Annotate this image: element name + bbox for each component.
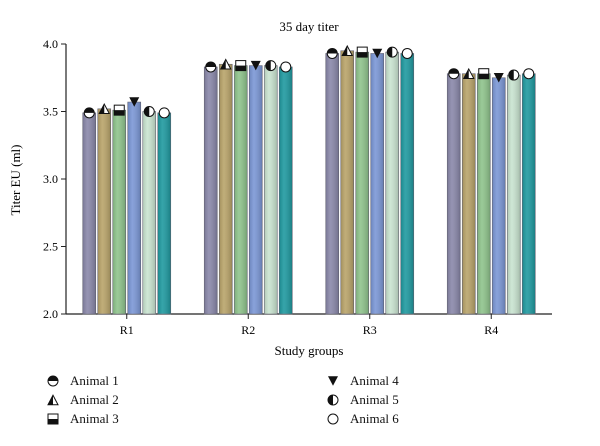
bar-shade xyxy=(82,112,96,314)
bar-shade xyxy=(492,77,506,314)
data-point-marker xyxy=(448,68,460,80)
bar-shade xyxy=(325,53,339,314)
x-tick-label: R4 xyxy=(484,323,498,337)
chart-title: 35 day titer xyxy=(279,19,339,34)
bar-shade xyxy=(264,65,278,314)
x-axis-label: Study groups xyxy=(275,343,344,358)
data-point-marker xyxy=(508,69,520,81)
bar-shade xyxy=(355,52,369,314)
data-point-marker xyxy=(98,102,111,115)
data-point-marker xyxy=(158,107,170,119)
data-point-marker xyxy=(235,60,247,72)
bar-shade xyxy=(234,65,248,314)
data-point-marker xyxy=(493,73,504,83)
bar-shade xyxy=(112,110,126,315)
data-point-marker xyxy=(250,60,261,71)
bar-shade xyxy=(249,65,263,314)
y-axis-label: Titer EU (ml) xyxy=(8,144,23,215)
y-tick-label: 3.0 xyxy=(43,172,58,186)
data-point-marker xyxy=(523,68,535,80)
data-point-marker xyxy=(386,46,398,58)
data-point-marker xyxy=(219,58,232,70)
bar-shade xyxy=(462,73,476,314)
y-tick-label: 2.5 xyxy=(43,240,58,254)
bar-shade xyxy=(477,73,491,314)
y-tick-label: 3.5 xyxy=(43,105,58,119)
x-tick-label: R2 xyxy=(241,323,255,337)
data-point-marker xyxy=(326,47,338,59)
bar-shade xyxy=(400,53,414,314)
bar-shade xyxy=(385,52,399,314)
bar-shade xyxy=(97,108,111,314)
data-point-marker xyxy=(280,61,292,73)
bar-shade xyxy=(507,75,521,314)
data-point-marker xyxy=(129,97,140,107)
data-point-marker xyxy=(265,60,277,72)
y-tick-label: 2.0 xyxy=(43,307,58,321)
bar-shade xyxy=(127,102,141,314)
data-point-marker xyxy=(356,46,368,58)
bar-shade xyxy=(340,50,354,314)
plot-area: 2.0 2.5 3.0 3.5 4.0 R1 R2 R3 R4 xyxy=(43,37,552,337)
bar-shade xyxy=(204,66,218,314)
bar-shade xyxy=(142,111,156,314)
data-point-marker xyxy=(401,47,413,59)
bar-shade xyxy=(279,66,293,314)
data-point-marker xyxy=(462,67,475,79)
data-point-marker xyxy=(143,106,155,117)
y-tick-label: 4.0 xyxy=(43,37,58,51)
data-point-marker xyxy=(205,61,217,73)
bar-shade xyxy=(157,112,171,314)
data-point-marker xyxy=(478,68,490,80)
data-point-marker xyxy=(372,48,383,59)
x-tick-label: R3 xyxy=(363,323,377,337)
bar-shade xyxy=(447,73,461,314)
data-point-marker xyxy=(341,44,354,56)
bar-shade xyxy=(522,73,536,314)
data-point-marker xyxy=(83,107,95,119)
x-tick-label: R1 xyxy=(120,323,134,337)
bar-shade xyxy=(370,53,384,314)
bar-shade xyxy=(219,64,233,314)
data-point-marker xyxy=(113,104,125,116)
